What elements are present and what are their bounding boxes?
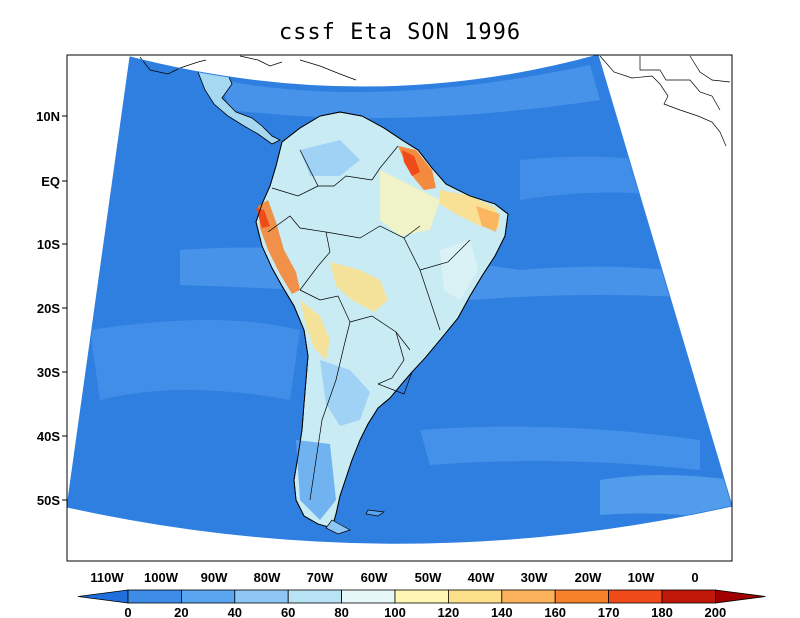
colorbar-segment <box>554 589 610 604</box>
lon-label-70w: 70W <box>307 570 334 585</box>
lat-label-40s: 40S <box>37 429 60 444</box>
lon-label-0: 0 <box>691 570 698 585</box>
colorbar-label: 40 <box>228 605 242 618</box>
lat-label-50s: 50S <box>37 493 60 508</box>
lon-label-100w: 100W <box>144 570 179 585</box>
lon-label-10w: 10W <box>628 570 655 585</box>
outer-coastlines <box>139 55 731 147</box>
colorbar: 0 20 40 60 80 100 120 140 160 170 180 200 <box>77 589 766 618</box>
lon-label-40w: 40W <box>468 570 495 585</box>
central-america-landmass <box>197 61 281 145</box>
lon-label-60w: 60W <box>361 570 388 585</box>
lon-label-50w: 50W <box>415 570 442 585</box>
colorbar-arrow-low <box>77 589 129 604</box>
colorbar-label: 60 <box>281 605 295 618</box>
lat-label-10n: 10N <box>36 109 60 124</box>
colorbar-label: 20 <box>174 605 188 618</box>
colorbar-segment <box>180 589 236 604</box>
model-domain <box>67 55 732 544</box>
lon-label-20w: 20W <box>575 570 602 585</box>
colorbar-segment <box>234 589 289 604</box>
colorbar-segment <box>501 589 556 604</box>
colorbar-label: 100 <box>384 605 406 618</box>
colorbar-label: 140 <box>491 605 513 618</box>
lon-label-30w: 30W <box>521 570 548 585</box>
lat-label-20s: 20S <box>37 301 60 316</box>
lat-label-eq: EQ <box>41 174 60 189</box>
colorbar-segment <box>341 589 396 604</box>
colorbar-label: 180 <box>651 605 673 618</box>
lon-label-110w: 110W <box>90 570 124 585</box>
lon-label-80w: 80W <box>254 570 281 585</box>
colorbar-label: 200 <box>705 605 727 618</box>
colorbar-arrow-high <box>715 589 766 604</box>
colorbar-segment <box>447 589 503 604</box>
map-title: cssf Eta SON 1996 <box>278 20 522 45</box>
latitude-axis: 10N EQ 10S 20S 30S 40S 50S <box>36 109 67 508</box>
lat-label-30s: 30S <box>37 365 60 380</box>
colorbar-label: 80 <box>334 605 348 618</box>
colorbar-segment <box>394 589 449 604</box>
colorbar-segment <box>287 589 343 604</box>
lat-label-10s: 10S <box>37 237 60 252</box>
colorbar-segment <box>661 589 716 604</box>
longitude-axis: 110W 100W 90W 80W 70W 60W 50W 40W 30W 20… <box>90 570 698 585</box>
colorbar-segment <box>127 589 182 604</box>
colorbar-label: 170 <box>598 605 620 618</box>
country-borders <box>267 145 471 501</box>
tierra-del-fuego <box>325 519 351 535</box>
colorbar-label: 160 <box>544 605 566 618</box>
colorbar-label: 120 <box>438 605 460 618</box>
falkland-islands <box>365 509 385 517</box>
colorbar-segment <box>608 589 663 604</box>
lon-label-90w: 90W <box>201 570 228 585</box>
colorbar-label: 0 <box>124 605 131 618</box>
